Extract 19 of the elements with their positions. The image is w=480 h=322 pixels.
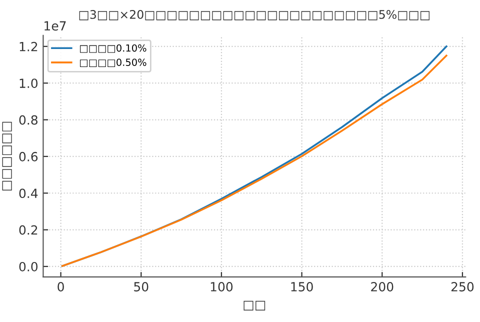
text: 1e7 [44, 21, 66, 31]
chart-title: □3□□×20□□□□□□□□□□□□□□□□□□□□□5%□□□ [79, 10, 430, 20]
y-tick-label: 1.2 [20, 42, 38, 52]
x-tick-label: 0 [58, 282, 64, 292]
x-tick-label: 200 [371, 282, 394, 292]
y-tick-label: 0.2 [19, 225, 38, 235]
x-axis-title: □□ [244, 300, 266, 310]
legend-label: □□□□0.10% [80, 44, 146, 53]
y-tick-label: 0.4 [19, 188, 38, 198]
y-tick-label: 0.0 [19, 262, 38, 272]
y-tick-label: 0.8 [19, 115, 38, 125]
x-tick-label: 150 [291, 282, 313, 292]
y-tick-label: 0.6 [19, 152, 38, 162]
x-tick-label: 50 [134, 282, 148, 292]
legend-label: □□□□0.50% [80, 58, 146, 68]
y-axis-title: □□□□□□ [2, 122, 12, 190]
y-tick-label: 1.0 [20, 78, 38, 88]
x-tick-label: 100 [210, 282, 233, 292]
x-tick-label: 250 [451, 282, 474, 292]
